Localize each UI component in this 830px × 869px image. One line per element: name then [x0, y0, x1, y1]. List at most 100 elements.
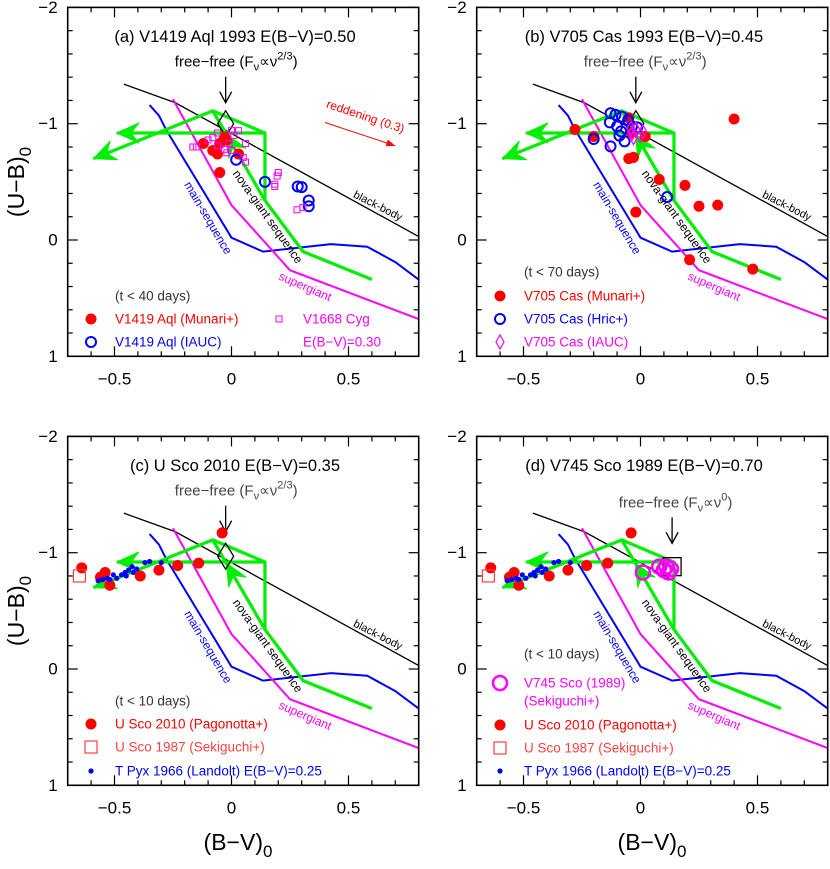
- legend-item: V1419 Aql (Munari+): [85, 312, 238, 327]
- legend-header: (t < 40 days): [115, 289, 190, 304]
- legend-item: U Sco 2010 (Pagonotta+): [494, 718, 677, 733]
- data-point: [626, 120, 636, 137]
- x-axis-label-text: (B−V): [204, 829, 263, 855]
- data-point: [189, 143, 197, 151]
- x-tick-label: 0: [636, 369, 645, 388]
- plot-frame: [475, 6, 829, 358]
- data-point: [581, 559, 593, 571]
- free-free-label: free−free (Fν∝ν2/3): [175, 51, 298, 74]
- data-point: [634, 564, 652, 581]
- data-point: [76, 562, 88, 574]
- data-point: [623, 153, 635, 165]
- free-free-label-sup: 2/3: [277, 51, 292, 63]
- data-point: [273, 172, 281, 180]
- data-point: [242, 158, 250, 166]
- curve-label-supergiant: supergiant: [277, 269, 335, 304]
- data-point: [625, 527, 637, 539]
- data-point: [626, 120, 639, 133]
- nova-giant-branch: [620, 110, 676, 202]
- legend-label: V1419 Aql (IAUC): [115, 335, 222, 350]
- x-tick-label: 0: [227, 798, 236, 817]
- x-tick-label: −0.5: [507, 369, 541, 388]
- data-point: [616, 110, 629, 123]
- panel-title: (c) U Sco 2010 E(B−V)=0.35: [130, 457, 340, 475]
- free-free-arrowhead: [219, 91, 233, 105]
- data-point: [509, 576, 515, 583]
- free-free-label-sub: ν: [663, 62, 669, 74]
- curve-label-main-sequence: main-sequence: [181, 179, 235, 257]
- curve-label-main-sequence: main-sequence: [181, 608, 235, 686]
- free-free-arrowhead: [629, 91, 643, 105]
- series-t-pyx-1966-landolt-e-b-v-0-25: [504, 558, 573, 584]
- y-tick-label: 0: [48, 660, 57, 679]
- data-point: [602, 557, 614, 569]
- data-point: [513, 579, 525, 591]
- free-free-label-text: free−free (F: [175, 54, 254, 71]
- x-axis-label-sub: 0: [263, 842, 272, 861]
- free-free-label-text: free−free (F: [584, 54, 663, 71]
- curve-label-black-body: black-body: [351, 618, 404, 653]
- y-axis-label-sub: 0: [16, 576, 35, 585]
- y-tick-label: −2: [38, 427, 57, 446]
- x-tick-label: −0.5: [98, 798, 132, 817]
- y-tick-label: 1: [48, 347, 57, 366]
- data-point: [72, 569, 87, 583]
- legend-label: U Sco 1987 (Sekiguchi+): [524, 741, 674, 756]
- free-free-label-sub: ν: [254, 491, 260, 503]
- x-axis-label-sub: 0: [677, 842, 686, 861]
- curve-nova-giant-sequence: [92, 538, 373, 711]
- data-point: [153, 564, 165, 576]
- free-free-label-suffix: ): [727, 494, 732, 511]
- y-tick-label: −1: [38, 543, 57, 562]
- curve-supergiant: [172, 98, 420, 321]
- data-point: [110, 572, 116, 578]
- data-point: [556, 558, 562, 565]
- y-axis-label-text: (U−B): [3, 156, 29, 217]
- curve-supergiant: [172, 527, 420, 750]
- data-point: [534, 567, 541, 573]
- x-tick-label: 0.5: [746, 798, 770, 817]
- data-point: [239, 153, 247, 161]
- legend-label: T Pyx 1966 (Landolt) E(B−V)=0.25: [115, 764, 322, 779]
- free-free-diamond-marker: [216, 541, 235, 571]
- data-point: [107, 576, 113, 583]
- free-free-label-sub: ν: [254, 62, 260, 74]
- legend-marker-open-circle: [494, 313, 506, 325]
- data-point: [193, 557, 205, 569]
- plot-frame: [66, 6, 420, 358]
- data-point: [130, 569, 136, 576]
- panel-title: (a) V1419 Aql 1993 E(B−V)=0.50: [114, 28, 355, 46]
- data-point: [99, 566, 111, 578]
- data-point: [235, 127, 243, 135]
- x-tick-label: −0.5: [98, 369, 132, 388]
- panel-c: black-bodymain-sequencesupergiantnova-gi…: [38, 427, 420, 817]
- curve-nova-giant-sequence: [92, 109, 373, 282]
- reddening-arrow: [324, 122, 396, 147]
- data-point: [567, 559, 573, 566]
- legend-item: U Sco 2010 (Pagonotta+): [85, 717, 268, 732]
- y-axis-label-sub: 0: [16, 147, 35, 156]
- y-tick-label: −1: [447, 543, 466, 562]
- curve-nova-giant-sequence: [501, 109, 782, 282]
- data-point: [228, 127, 235, 135]
- legend-label-line2: (Sekiguchi+): [524, 694, 599, 709]
- legend-header: (t < 10 days): [524, 647, 599, 662]
- data-point: [635, 127, 646, 144]
- data-point: [569, 124, 581, 136]
- series-v1668-cyg: [189, 127, 307, 214]
- data-point: [197, 137, 209, 149]
- data-point: [213, 129, 221, 137]
- y-tick-label: 0: [48, 231, 57, 250]
- data-point: [134, 566, 140, 572]
- curve-main-sequence: [148, 533, 420, 710]
- y-tick-label: −2: [447, 0, 466, 17]
- data-point: [214, 167, 226, 179]
- green-arrowhead: [92, 140, 119, 161]
- data-point: [543, 570, 555, 582]
- free-free-label: free−free (Fν∝ν2/3): [584, 51, 707, 74]
- data-point: [209, 134, 217, 142]
- data-point: [679, 179, 691, 191]
- green-arrowhead: [525, 122, 549, 144]
- free-free-label: free−free (Fν∝ν0): [619, 491, 733, 514]
- curve-label-supergiant: supergiant: [686, 698, 744, 733]
